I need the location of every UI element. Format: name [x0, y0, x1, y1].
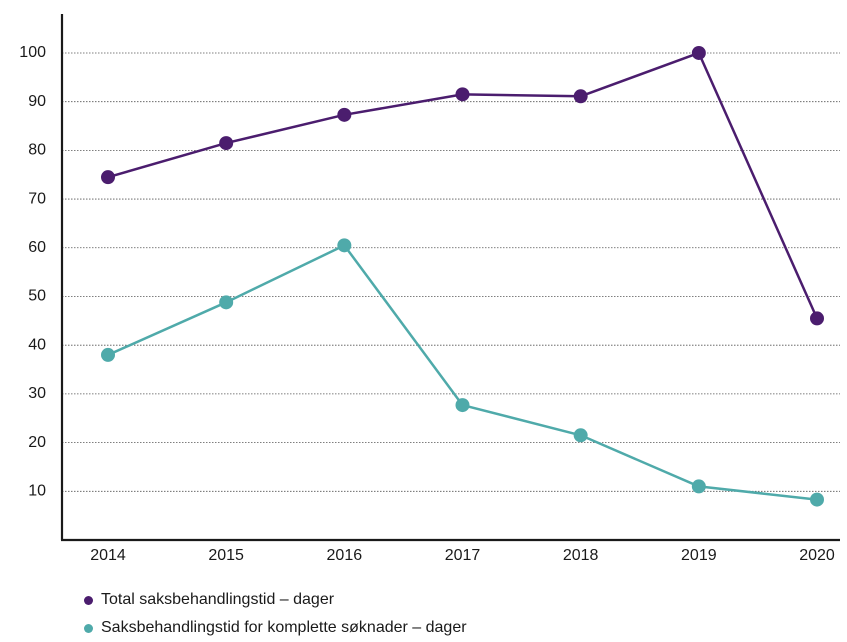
- data-point-0-2019: [691, 45, 706, 60]
- series-0: [101, 45, 824, 326]
- y-tick-label-80: 80: [28, 142, 46, 159]
- x-tick-label-2018: 2018: [563, 547, 599, 560]
- y-tick-label-20: 20: [28, 434, 46, 451]
- x-tick-label-2016: 2016: [327, 547, 363, 560]
- y-tick-label-50: 50: [28, 288, 46, 305]
- legend-item-total: Total saksbehandlingstid – dager: [84, 586, 467, 614]
- y-axis-ticks: 10 20 30 40 50 60 70 80 90 100: [19, 44, 46, 499]
- data-point-0-2016: [337, 107, 352, 122]
- legend-item-complete: Saksbehandlingstid for komplette søknade…: [84, 614, 467, 642]
- x-tick-label-2014: 2014: [90, 547, 126, 560]
- data-point-0-2018: [573, 89, 588, 104]
- legend-marker-complete: [84, 623, 93, 633]
- y-tick-label-70: 70: [28, 190, 46, 207]
- series: [101, 45, 824, 507]
- x-tick-label-2017: 2017: [445, 547, 481, 560]
- y-tick-label-100: 100: [19, 44, 46, 61]
- data-point-0-2015: [219, 136, 234, 151]
- data-point-1-2018: [573, 428, 588, 443]
- y-tick-label-30: 30: [28, 385, 46, 402]
- y-tick-label-60: 60: [28, 239, 46, 256]
- series-1: [101, 238, 824, 507]
- data-point-0-2020: [810, 311, 824, 326]
- legend: Total saksbehandlingstid – dager Saksbeh…: [84, 586, 467, 642]
- legend-label-complete: Saksbehandlingstid for komplette søknade…: [101, 619, 467, 636]
- data-point-0-2014: [101, 170, 115, 185]
- x-tick-label-2020: 2020: [799, 547, 835, 560]
- legend-marker-total: [84, 595, 93, 605]
- y-tick-label-10: 10: [28, 483, 46, 500]
- data-point-1-2019: [691, 479, 706, 494]
- data-point-1-2017: [455, 398, 470, 413]
- data-point-0-2017: [455, 87, 470, 102]
- gridlines: [62, 52, 840, 492]
- data-point-1-2016: [337, 238, 352, 253]
- data-point-1-2020: [810, 492, 824, 507]
- x-axis-ticks: 2014 2015 2016 2017 2018 2019 2020: [90, 547, 835, 560]
- y-tick-label-90: 90: [28, 93, 46, 110]
- series-line-1: [107, 244, 818, 501]
- x-tick-label-2015: 2015: [208, 547, 244, 560]
- data-point-1-2015: [219, 295, 234, 310]
- data-point-1-2014: [101, 347, 115, 362]
- legend-label-total: Total saksbehandlingstid – dager: [101, 591, 335, 608]
- x-tick-label-2019: 2019: [681, 547, 717, 560]
- y-tick-label-40: 40: [28, 336, 46, 353]
